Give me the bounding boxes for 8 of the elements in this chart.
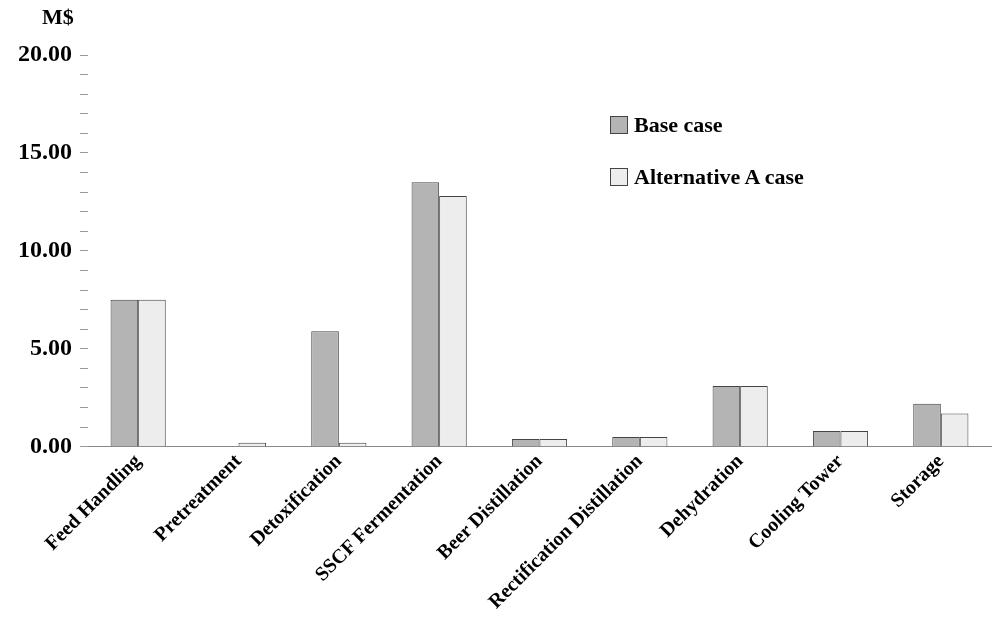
y-axis-title: M$ — [42, 4, 74, 30]
legend-label: Alternative A case — [634, 164, 804, 190]
legend-label: Base case — [634, 112, 723, 138]
y-tick-label: 0.00 — [30, 431, 72, 458]
y-tick-label: 10.00 — [18, 236, 72, 263]
y-tick-label: 20.00 — [18, 40, 72, 67]
y-tick-label: 5.00 — [30, 334, 72, 361]
y-tick-label: 15.00 — [18, 138, 72, 165]
